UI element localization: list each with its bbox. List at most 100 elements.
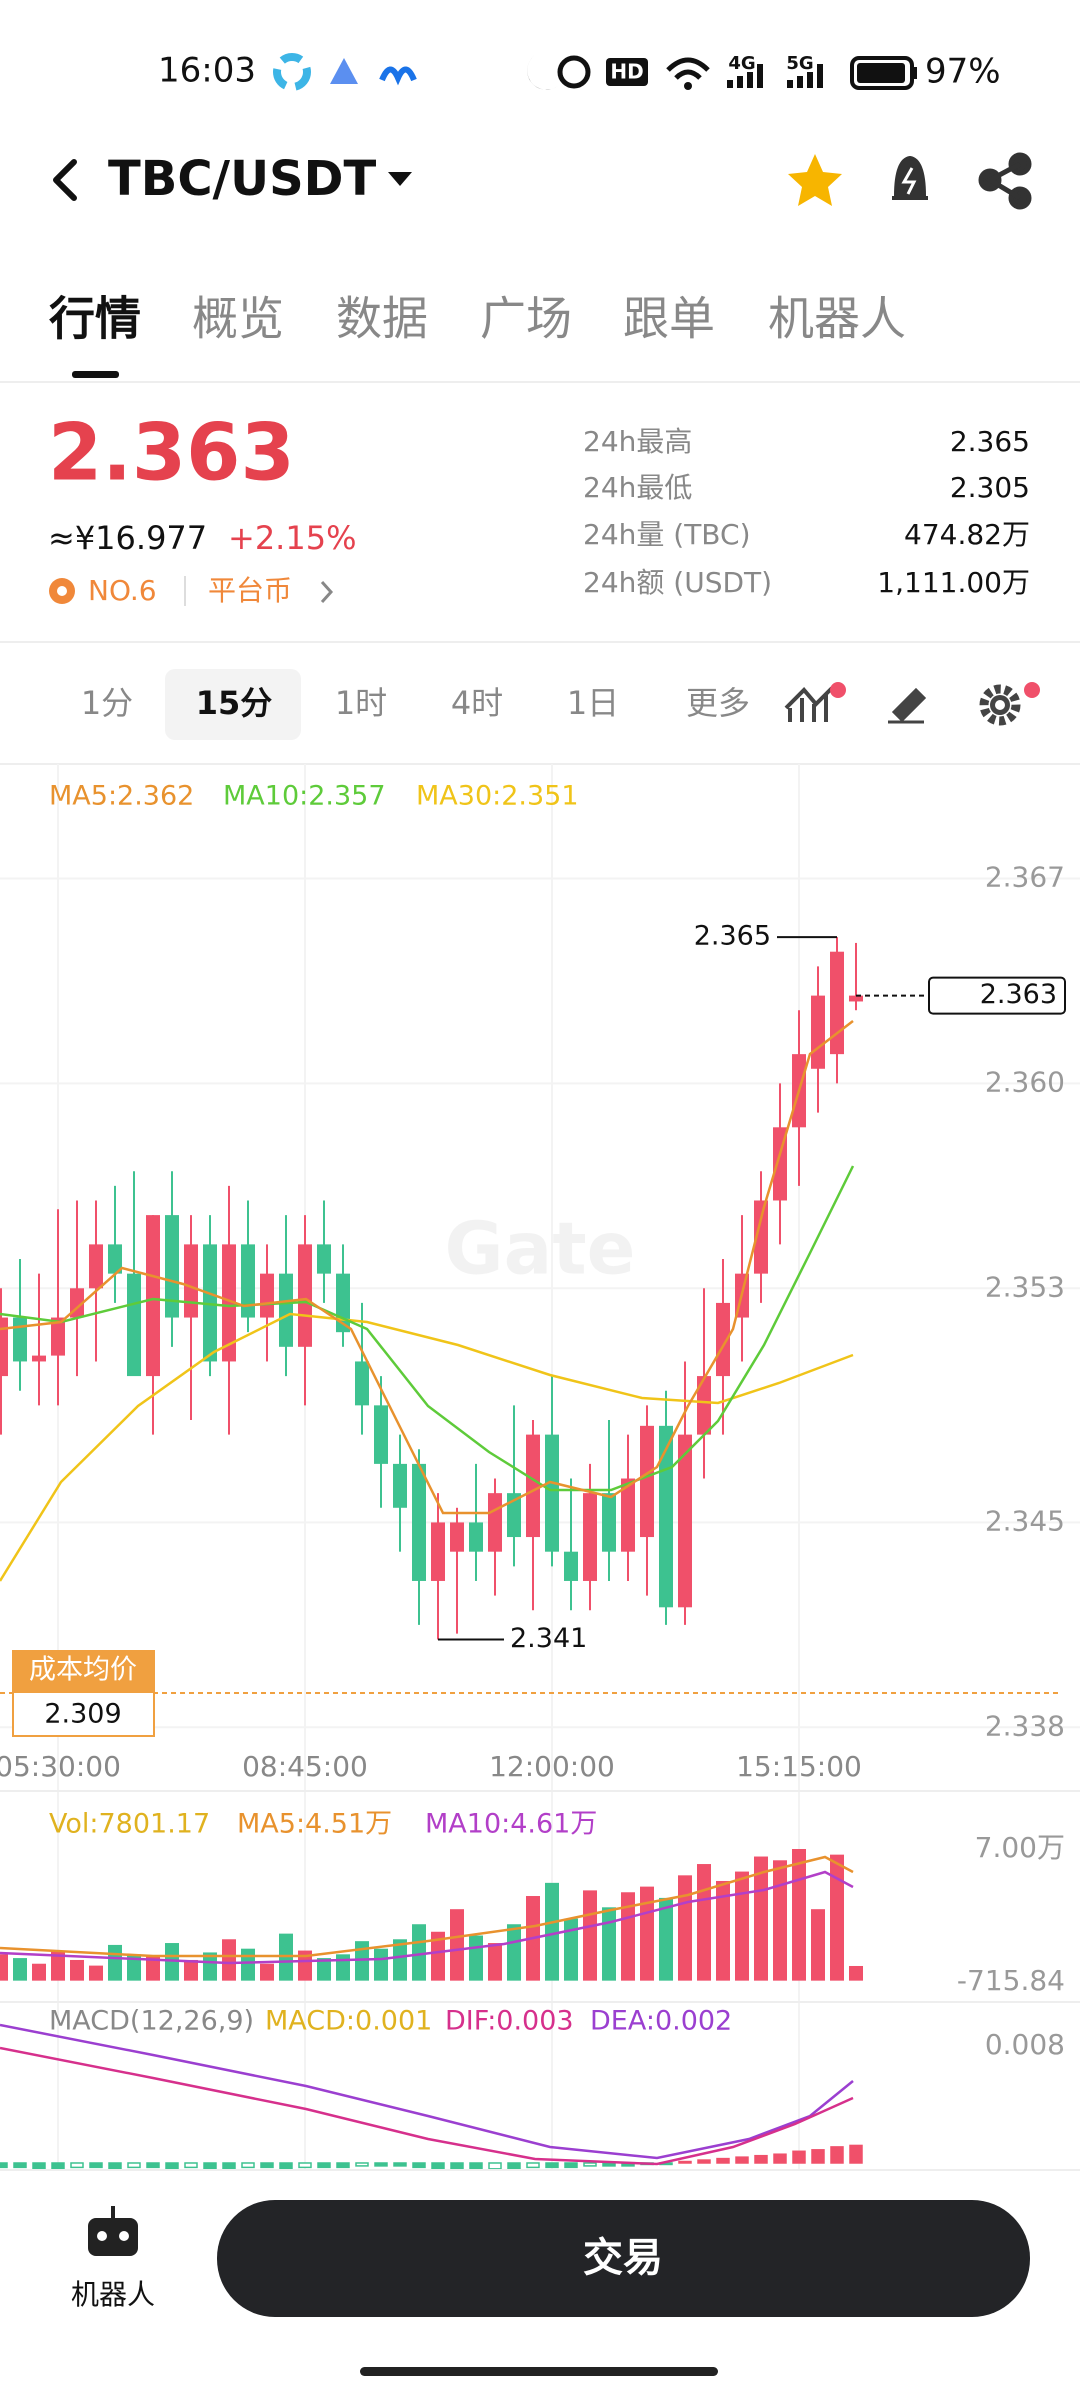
tab[interactable]: 数据 [336,292,428,346]
candle-body [431,1522,445,1581]
volume-bar [13,1958,27,1981]
share-button[interactable] [978,152,1032,210]
macd-bar [32,2162,46,2170]
interval[interactable]: 更多 [686,684,750,722]
interval[interactable]: 15分 [196,684,273,722]
last-price: 2.363 [48,408,295,498]
macd-bar [165,2162,179,2170]
interval[interactable]: 1分 [81,684,133,722]
volume-bar [773,1860,787,1981]
robot-icon[interactable] [88,2218,138,2256]
macd-bar [203,2162,217,2170]
macd-bar [374,2162,388,2167]
macd-bar [488,2162,502,2170]
y-tick-label: 2.345 [985,1504,1065,1537]
volume-bar [659,1897,673,1981]
candle-body [108,1244,122,1274]
settings-button[interactable] [979,684,1021,726]
alert-bell [901,167,917,195]
tag[interactable]: 平台币 [208,574,292,607]
candle-body [165,1215,179,1318]
volume-bar [754,1856,768,1981]
tab-bar: 行情 概览 数据 广场 跟单 机器人 [49,292,906,346]
stat-value: 2.365 [950,425,1030,458]
volume-bar [165,1943,179,1981]
stat-value: 474.82万 [904,518,1030,551]
candle-body [564,1551,578,1581]
volume-bar [355,1941,369,1981]
candle-body [374,1405,388,1464]
candle-body [32,1355,46,1362]
vol-ma5-line [0,1855,854,1958]
x-tick-label: 12:00:00 [489,1750,615,1783]
stat-value: 1,111.00万 [877,566,1030,599]
rank: NO.6 [88,574,157,607]
y-tick-label: 0.008 [985,2028,1065,2061]
macd-bar [146,2162,160,2169]
candle-body [260,1273,274,1318]
favorite-star[interactable] [788,154,842,206]
watermark: Gate [445,1207,636,1291]
battery-tip [913,67,917,79]
pair-title[interactable]: TBC/USDT [108,151,376,207]
y-tick-label: 2.338 [985,1709,1065,1742]
macd-panel: MACD(12,26,9) MACD:0.001 DIF:0.003 DEA:0.00… [0,2006,1065,2172]
pair-dropdown[interactable] [388,172,412,186]
macd-bar [127,2162,141,2169]
trade-button[interactable] [217,2200,1030,2317]
candle-body [716,1302,730,1377]
volume-bar [260,1963,274,1981]
legend-entry: Vol:7801.17 [49,1809,210,1840]
interval[interactable]: 1时 [335,684,387,722]
interval[interactable]: 4时 [451,684,503,722]
macd-bar [222,2162,236,2170]
candle-body [355,1361,369,1406]
alarm-icon [557,55,591,89]
volume-bar [811,1909,825,1981]
volume-bar [203,1952,217,1981]
trade-label[interactable]: 交易 [583,2235,663,2281]
indicator-button[interactable] [784,686,834,722]
volume-bar [564,1918,578,1981]
tab[interactable]: 广场 [480,292,572,346]
back-button[interactable] [53,159,77,201]
legend-entry: MA5:2.362 [49,781,194,812]
interval[interactable]: 1日 [567,684,619,722]
tab[interactable]: 概览 [192,292,284,346]
candle-body [279,1273,293,1347]
candle-body [507,1493,521,1538]
badge-dot [1024,682,1040,698]
x-tick-label: 08:45:00 [242,1750,368,1783]
net-5g: 5G [786,53,813,74]
macd-bar [13,2162,27,2169]
volume-bar [792,1849,806,1981]
volume-bar [450,1909,464,1981]
candle-body [13,1317,27,1362]
settings-button [995,700,1005,710]
robot-label[interactable]: 机器人 [71,2278,155,2311]
macd-bar [507,2162,521,2170]
volume-bar [374,1948,388,1981]
candle-body [450,1522,464,1552]
legend-entry: MA5:4.51万 [237,1809,392,1840]
candle-body [811,995,825,1069]
tab[interactable]: 跟单 [623,292,715,346]
interval-bar: 1分 15分 1时 4时 1日 更多 [81,684,750,722]
macd-bar [792,2150,806,2164]
hd-text: HD [610,60,643,84]
candle-body [0,1317,8,1377]
alert-bell[interactable] [892,155,928,200]
tab[interactable]: 行情 [49,292,141,346]
volume-ma-lines [0,1855,854,1965]
tab[interactable]: 机器人 [768,292,906,346]
volume-bar [51,1950,65,1981]
volume-bar [184,1959,198,1981]
draw-button[interactable] [888,687,927,724]
candle-body [127,1273,141,1377]
volume-bar [431,1931,445,1981]
legend-entry: MACD:0.001 [265,2006,432,2037]
macd-bar [279,2162,293,2170]
volume-bar [222,1939,236,1981]
candle-body [583,1493,597,1581]
candle-body [849,995,863,1002]
